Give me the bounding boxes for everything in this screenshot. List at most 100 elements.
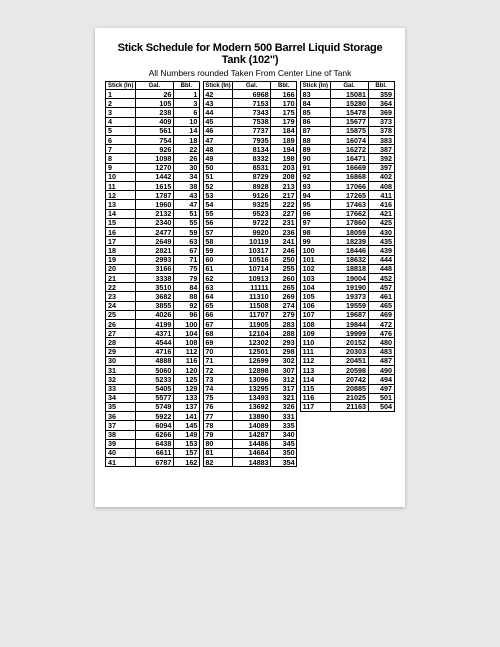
- cell-gal: 20885: [330, 384, 368, 393]
- cell-bbl: 166: [271, 90, 297, 99]
- cell-gal: 14486: [233, 439, 271, 448]
- table-row: 11020152480: [301, 338, 394, 347]
- table-row: 9417265411: [301, 191, 394, 200]
- cell-stick: 48: [203, 145, 232, 154]
- cell-gal: 15875: [330, 126, 368, 135]
- cell-stick: 28: [106, 338, 135, 347]
- cell-gal: 15677: [330, 117, 368, 126]
- table-row: 12178743: [106, 191, 199, 200]
- cell-gal: 754: [135, 136, 173, 145]
- cell-stick: 85: [301, 108, 330, 117]
- table-row: 8114684350: [203, 448, 296, 457]
- table-row: 24385592: [106, 301, 199, 310]
- cell-stick: 41: [106, 458, 135, 467]
- table-row: 8916272387: [301, 145, 394, 154]
- cell-bbl: 250: [271, 255, 297, 264]
- cell-gal: 18239: [330, 237, 368, 246]
- cell-bbl: 383: [368, 136, 394, 145]
- table-row: 569722231: [203, 218, 296, 227]
- cell-stick: 105: [301, 292, 330, 301]
- cell-gal: 4199: [135, 320, 173, 329]
- cell-gal: 14089: [233, 421, 271, 430]
- cell-stick: 1: [106, 90, 135, 99]
- cell-stick: 93: [301, 182, 330, 191]
- cell-stick: 112: [301, 356, 330, 365]
- cell-bbl: 439: [368, 246, 394, 255]
- cell-stick: 114: [301, 375, 330, 384]
- cell-bbl: 26: [173, 154, 199, 163]
- table-row: 345577133: [106, 393, 199, 402]
- table-row: 6812104288: [203, 329, 296, 338]
- cell-bbl: 461: [368, 292, 394, 301]
- cell-stick: 94: [301, 191, 330, 200]
- cell-stick: 91: [301, 163, 330, 172]
- table-row: 406611157: [106, 448, 199, 457]
- cell-stick: 38: [106, 430, 135, 439]
- table-row: 15234055: [106, 218, 199, 227]
- cell-stick: 25: [106, 310, 135, 319]
- cell-gal: 10913: [233, 274, 271, 283]
- cell-bbl: 129: [173, 384, 199, 393]
- cell-gal: 13295: [233, 384, 271, 393]
- col-header-bbl: Bbl.: [173, 82, 199, 90]
- cell-bbl: 125: [173, 375, 199, 384]
- table-row: 11161538: [106, 182, 199, 191]
- table-row: 11420742494: [301, 375, 394, 384]
- cell-stick: 57: [203, 228, 232, 237]
- table-row: 426968166: [203, 90, 296, 99]
- table-row: 6711905283: [203, 320, 296, 329]
- table-row: 675418: [106, 136, 199, 145]
- table-row: 8715875378: [301, 126, 394, 135]
- table-row: 559523227: [203, 209, 296, 218]
- cell-bbl: 312: [271, 375, 297, 384]
- cell-gal: 6438: [135, 439, 173, 448]
- cell-stick: 82: [203, 458, 232, 467]
- cell-gal: 14883: [233, 458, 271, 467]
- cell-bbl: 38: [173, 182, 199, 191]
- document-page: Stick Schedule for Modern 500 Barrel Liq…: [95, 28, 405, 507]
- cell-bbl: 340: [271, 430, 297, 439]
- cell-gal: 11508: [233, 301, 271, 310]
- table-row: 376094145: [106, 421, 199, 430]
- cell-stick: 55: [203, 209, 232, 218]
- cell-bbl: 490: [368, 366, 394, 375]
- cell-stick: 7: [106, 145, 135, 154]
- cell-bbl: 416: [368, 200, 394, 209]
- cell-bbl: 298: [271, 347, 297, 356]
- cell-gal: 7935: [233, 136, 271, 145]
- cell-bbl: 231: [271, 218, 297, 227]
- table-row: 325233125: [106, 375, 199, 384]
- table-row: 457538179: [203, 117, 296, 126]
- cell-gal: 1098: [135, 154, 173, 163]
- table-row: 11120303483: [301, 347, 394, 356]
- table-row: 447343175: [203, 108, 296, 117]
- cell-bbl: 59: [173, 228, 199, 237]
- table-row: 10144234: [106, 172, 199, 181]
- cell-bbl: 307: [271, 366, 297, 375]
- cell-stick: 80: [203, 439, 232, 448]
- cell-bbl: 96: [173, 310, 199, 319]
- cell-stick: 95: [301, 200, 330, 209]
- cell-stick: 42: [203, 90, 232, 99]
- table-row: 8315081359: [301, 90, 394, 99]
- cell-stick: 77: [203, 412, 232, 421]
- table-row: 437153170: [203, 99, 296, 108]
- cell-bbl: 483: [368, 347, 394, 356]
- cell-stick: 26: [106, 320, 135, 329]
- cell-bbl: 279: [271, 310, 297, 319]
- table-row: 11520885497: [301, 384, 394, 393]
- cell-gal: 10714: [233, 264, 271, 273]
- cell-stick: 88: [301, 136, 330, 145]
- table-row: 9317066408: [301, 182, 394, 191]
- cell-bbl: 472: [368, 320, 394, 329]
- cell-gal: 8134: [233, 145, 271, 154]
- cell-gal: 9126: [233, 191, 271, 200]
- cell-stick: 16: [106, 228, 135, 237]
- cell-gal: 10317: [233, 246, 271, 255]
- cell-bbl: 51: [173, 209, 199, 218]
- cell-bbl: 120: [173, 366, 199, 375]
- cell-gal: 11310: [233, 292, 271, 301]
- cell-stick: 39: [106, 439, 135, 448]
- cell-gal: 12898: [233, 366, 271, 375]
- cell-gal: 2993: [135, 255, 173, 264]
